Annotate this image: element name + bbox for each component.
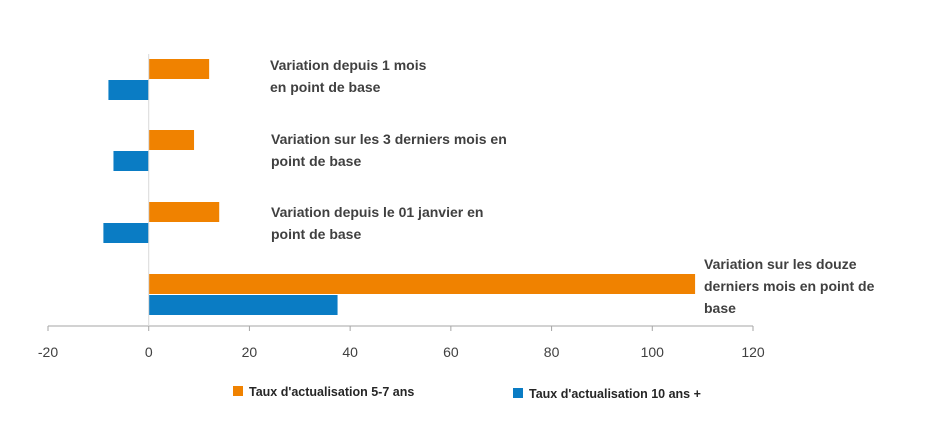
x-tick-label: -20	[38, 344, 58, 360]
bar-orange-4	[148, 274, 696, 294]
bar-blue-4	[148, 295, 338, 315]
bars-layer	[103, 59, 696, 315]
x-tick-label: 20	[242, 344, 258, 360]
x-axis: -20 0 20 40 60 80 100 120	[38, 54, 765, 360]
bar-orange-1	[148, 59, 210, 79]
bar-orange-2	[148, 130, 195, 150]
x-tick-label: 120	[741, 344, 765, 360]
x-tick-label: 80	[544, 344, 560, 360]
bar-orange-3	[148, 202, 220, 222]
legend-label-1: Taux d'actualisation 5-7 ans	[249, 385, 414, 399]
x-tick-label: 100	[641, 344, 665, 360]
x-tick-label: 40	[342, 344, 358, 360]
legend-swatch-1	[233, 386, 243, 396]
category-labels: Variation depuis 1 mois en point de base V…	[270, 57, 875, 316]
legend: Taux d'actualisation 5-7 ans Taux d'actua…	[233, 385, 701, 401]
legend-label-2: Taux d'actualisation 10 ans +	[529, 387, 701, 401]
legend-swatch-2	[513, 388, 523, 398]
category-label-2: Variation sur les 3 derniers mois en poin…	[271, 131, 507, 169]
category-label-1: Variation depuis 1 mois en point de base	[270, 57, 427, 95]
category-label-3: Variation depuis le 01 janvier en point d…	[271, 204, 483, 242]
x-tick-label: 60	[443, 344, 459, 360]
category-label-4: Variation sur les douze derniers mois en …	[704, 256, 875, 316]
bar-blue-1	[108, 80, 149, 100]
bar-blue-3	[103, 223, 149, 243]
x-tick-label: 0	[145, 344, 153, 360]
bar-blue-2	[113, 151, 149, 171]
